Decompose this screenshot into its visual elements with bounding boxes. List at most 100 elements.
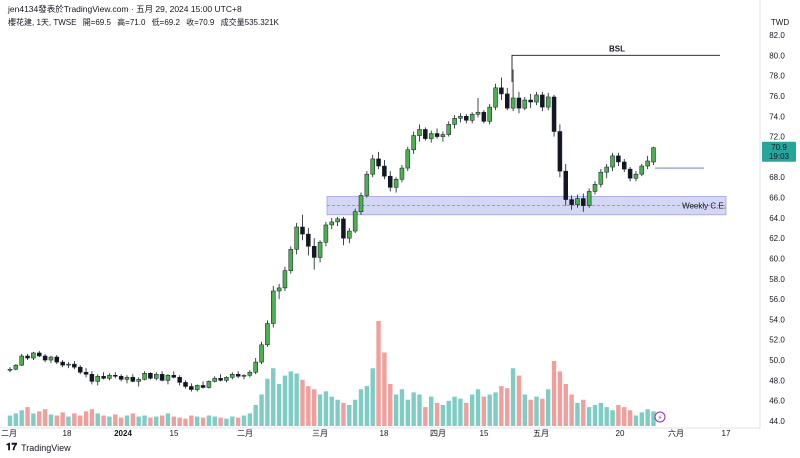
candle bbox=[247, 370, 253, 378]
candle bbox=[235, 371, 241, 379]
volume-bar bbox=[294, 373, 299, 426]
candle bbox=[159, 371, 165, 382]
candle-body-up bbox=[241, 375, 247, 377]
candle bbox=[393, 177, 399, 193]
candle-body-up bbox=[639, 165, 645, 175]
bsl-line bbox=[511, 54, 720, 82]
candle bbox=[89, 371, 95, 385]
price-tick-label: 54.0 bbox=[769, 315, 785, 324]
volume-bar bbox=[393, 394, 399, 426]
candle-body-up bbox=[610, 155, 615, 168]
candle bbox=[469, 112, 475, 124]
candle bbox=[493, 83, 498, 111]
volume-bar bbox=[645, 409, 650, 426]
volume-bar bbox=[575, 402, 580, 426]
volume-bar bbox=[212, 416, 217, 426]
candle-body-up bbox=[440, 134, 446, 137]
volume-bar bbox=[499, 386, 504, 426]
time-tick-label: 二月 bbox=[1, 429, 17, 438]
candle-body-up bbox=[247, 371, 253, 376]
candle-body-up bbox=[259, 344, 264, 363]
candle bbox=[241, 374, 247, 380]
candle bbox=[586, 188, 592, 208]
candle bbox=[77, 365, 83, 375]
candle-body-down bbox=[54, 356, 60, 363]
candle-body-down bbox=[627, 168, 633, 179]
candle-body-up bbox=[165, 375, 171, 381]
candle-body-down bbox=[118, 376, 124, 380]
candle bbox=[7, 367, 13, 373]
time-tick-label: 四月 bbox=[430, 429, 446, 438]
volume-bar bbox=[124, 415, 130, 426]
volume-bar bbox=[230, 416, 235, 426]
volume-bar bbox=[458, 398, 463, 426]
volume-bar bbox=[341, 402, 346, 426]
candle-body-up bbox=[358, 195, 364, 212]
candle bbox=[545, 92, 551, 111]
volume-bar bbox=[551, 360, 557, 426]
candle bbox=[540, 91, 545, 112]
candle-body-up bbox=[48, 356, 54, 361]
close-value: 收=70.9 bbox=[186, 18, 215, 27]
volume-bar bbox=[423, 407, 428, 426]
candle-body-down bbox=[177, 377, 182, 383]
candle-body-up bbox=[405, 149, 411, 169]
last-price-tag bbox=[762, 141, 796, 162]
tradingview-logo[interactable]: 𝟏𝟕 TradingView bbox=[6, 442, 71, 453]
candle bbox=[323, 221, 329, 247]
candle bbox=[516, 91, 522, 114]
candle-body-down bbox=[616, 155, 621, 163]
candle-body-down bbox=[159, 374, 165, 381]
price-tick-label: 60.0 bbox=[769, 254, 785, 263]
volume-bar bbox=[405, 399, 410, 426]
volume-bar bbox=[60, 412, 65, 426]
candle-body-up bbox=[452, 118, 457, 125]
candle-body-up bbox=[194, 385, 200, 390]
candle bbox=[534, 91, 539, 106]
candle bbox=[282, 266, 288, 291]
volume-bar bbox=[440, 405, 446, 426]
volume-bar bbox=[317, 394, 323, 426]
bsl-label: BSL bbox=[609, 44, 625, 53]
volume-bar bbox=[370, 368, 375, 426]
candle bbox=[475, 97, 481, 118]
volume-bar bbox=[19, 410, 24, 426]
candle-body-down bbox=[581, 198, 586, 206]
candle-body-down bbox=[83, 371, 89, 375]
time-tick-label: 20 bbox=[616, 429, 625, 438]
volume-bar bbox=[429, 396, 434, 426]
price-tick-label: 68.0 bbox=[769, 173, 785, 182]
ohlc-legend: 櫻花建, 1天, TWSE 開=69.5 高=71.0 低=69.2 收=70.… bbox=[8, 17, 283, 28]
candle bbox=[551, 94, 557, 137]
candle-body-up bbox=[633, 173, 639, 179]
volume-bar bbox=[72, 413, 77, 426]
candle bbox=[651, 146, 656, 166]
candle bbox=[25, 353, 30, 361]
candle bbox=[276, 283, 282, 300]
candle-body-up bbox=[586, 191, 592, 206]
annotations: BSL ⚡ bbox=[511, 44, 720, 423]
candle bbox=[382, 159, 387, 180]
candle bbox=[487, 104, 492, 125]
candle bbox=[428, 130, 434, 143]
candle-body-up bbox=[370, 158, 375, 175]
candle bbox=[399, 165, 405, 183]
candle bbox=[194, 384, 200, 392]
volume-bar bbox=[446, 400, 451, 426]
volume-bar bbox=[528, 399, 533, 426]
low-value: 低=69.2 bbox=[151, 18, 180, 27]
time-tick-label: 17 bbox=[722, 429, 731, 438]
candle bbox=[376, 151, 381, 170]
publish-line: jen4134發表於TradingView.com · 五月 29, 2024 … bbox=[8, 3, 242, 15]
candle-body-down bbox=[311, 246, 317, 258]
lightning-icon-glyph: ⚡ bbox=[658, 414, 663, 422]
candle bbox=[300, 214, 305, 241]
volume-bar bbox=[288, 371, 293, 426]
candle-body-up bbox=[206, 381, 212, 388]
volume-bar bbox=[323, 391, 329, 426]
candle-body-up bbox=[323, 224, 329, 243]
candle bbox=[481, 110, 487, 124]
candle bbox=[645, 155, 650, 170]
volume-bar bbox=[352, 399, 358, 426]
